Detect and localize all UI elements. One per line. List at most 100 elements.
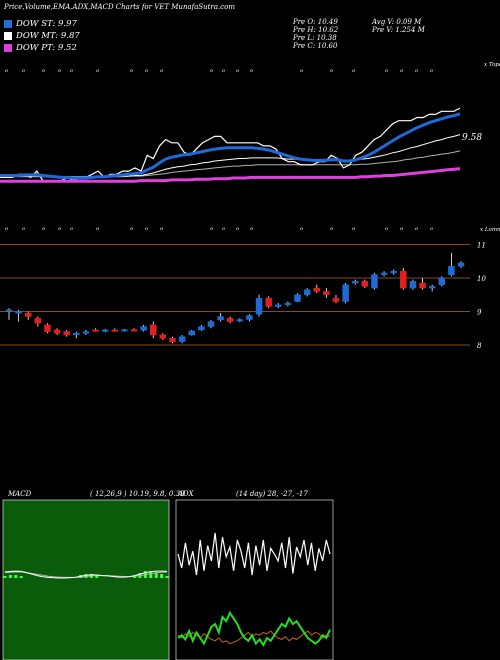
adx-line: [177, 532, 331, 576]
ema-top-tick: o: [145, 68, 148, 74]
candle-body: [5, 309, 13, 312]
ema-bottom-tick: o: [5, 226, 8, 232]
stat-avg-volume: Avg V: 0.09 M: [372, 18, 422, 26]
candle-body: [130, 329, 138, 332]
legend-dow-pt: DOW PT: 9.52: [4, 42, 77, 54]
candle-body: [73, 333, 80, 336]
candle-body: [111, 329, 119, 332]
ema-top-tick: o: [5, 68, 8, 74]
ema-bottom-tick: o: [42, 226, 45, 232]
price-tick-label: 11: [477, 242, 486, 250]
macd-box: [2, 499, 170, 660]
ema-panel: x Topa x Lomn o o o o o o o o o o o o o o o o o o o o o o o o o o o o…: [0, 62, 500, 233]
ema-bottom-tick: o: [415, 226, 418, 232]
ema-bottom-tick: o: [145, 226, 148, 232]
ema-top-tick: o: [300, 68, 303, 74]
ema-top-tick: o: [70, 68, 73, 74]
adx-plus-di-line: [177, 610, 331, 647]
stat-close: Pre C: 10.60: [293, 42, 338, 50]
ema-bottom-tick: o: [352, 226, 355, 232]
candle-body: [265, 297, 272, 307]
ema-top-tick: o: [352, 68, 355, 74]
candle-body: [236, 319, 244, 322]
candle-body: [226, 317, 234, 322]
candle-body: [371, 274, 378, 289]
candle-body: [351, 281, 359, 284]
adx-params: (14 day) 28, -27, -17: [236, 490, 308, 498]
ema-top-tick: o: [236, 68, 239, 74]
candle-body: [390, 271, 397, 274]
macd-params: ( 12,26,9 ) 10.19, 9.8, 0.39: [90, 490, 185, 498]
candle-body: [438, 277, 446, 285]
ema-top-tick: o: [42, 68, 45, 74]
candle-body: [34, 317, 42, 324]
stat-pre-volume: Pre V: 1.254 M: [372, 26, 425, 34]
legend-label-pt: DOW PT: 9.52: [16, 43, 77, 53]
candle-body: [303, 289, 311, 296]
stat-low: Pre L: 10.38: [293, 34, 337, 42]
ema-bottom-tick: o: [70, 226, 73, 232]
ema-bottom-tick: o: [22, 226, 25, 232]
candle-body: [140, 326, 147, 331]
chart-title: Price,Volume,EMA,ADX,MACD Charts for VET…: [4, 3, 236, 11]
ema-corner-label: x Topa: [484, 62, 500, 68]
ema-bottom-tick: o: [430, 226, 433, 232]
candle-body: [323, 291, 330, 295]
ema-bottom-tick: o: [222, 226, 225, 232]
ema-top-tick: o: [430, 68, 433, 74]
stat-high: Pre H: 10.62: [293, 26, 339, 34]
ema-last-value: 9.58: [462, 133, 482, 143]
ema-top-tick: o: [160, 68, 163, 74]
legend-label-st: DOW ST: 9.97: [16, 19, 77, 29]
ema-bottom-tick: o: [300, 226, 303, 232]
ema-top-tick: o: [96, 68, 99, 74]
ema-top-tick: o: [330, 68, 333, 74]
ema-bottom-tick: o: [385, 226, 388, 232]
candle-body: [246, 315, 253, 320]
ema-bottom-tick: o: [130, 226, 133, 232]
ema-top-tick: o: [210, 68, 213, 74]
candle-body: [275, 304, 282, 307]
ema-magenta-line: [0, 167, 461, 183]
legend-dow-st: DOW ST: 9.97: [4, 18, 77, 30]
candle-body: [284, 302, 292, 306]
candle-body: [82, 331, 90, 334]
macd-line: [4, 570, 168, 579]
legend-dow-mt: DOW MT: 9.87: [4, 30, 80, 42]
ema-bottom-tick: o: [250, 226, 253, 232]
price-tick-label: 10: [477, 275, 486, 283]
candle-body: [294, 294, 301, 302]
candle-body: [409, 281, 417, 289]
ema-price-line: [0, 107, 461, 182]
ema-top-tick: o: [130, 68, 133, 74]
ema-bottom-tick: o: [330, 226, 333, 232]
legend-swatch-white: [4, 32, 12, 40]
candle-body: [419, 282, 426, 289]
candle-body: [121, 329, 128, 332]
ema-bottom-tick: o: [96, 226, 99, 232]
legend-swatch-magenta: [4, 44, 12, 52]
candle-body: [169, 338, 176, 342]
ema-bottom-tick: o: [236, 226, 239, 232]
candle-body: [178, 336, 186, 342]
ema-bottom-label: x Lomn: [480, 227, 500, 233]
ema-top-tick: o: [415, 68, 418, 74]
candle-body: [313, 287, 320, 292]
candle-body: [380, 272, 388, 275]
ema-top-tick: o: [250, 68, 253, 74]
macd-signal-line: [4, 571, 168, 578]
candle-body: [150, 324, 157, 336]
price-tick-label: 8: [477, 342, 482, 350]
ema-top-tick: o: [58, 68, 61, 74]
candle-body: [400, 271, 407, 289]
candle-body: [15, 311, 22, 314]
ema-bottom-tick: o: [400, 226, 403, 232]
ema-gray-line: [0, 150, 461, 178]
legend-swatch-blue: [4, 20, 12, 28]
candle-body: [457, 262, 465, 267]
candle-body: [101, 329, 109, 332]
ema-bottom-tick: o: [58, 226, 61, 232]
candle-body: [448, 266, 455, 275]
candle-body: [342, 284, 349, 302]
